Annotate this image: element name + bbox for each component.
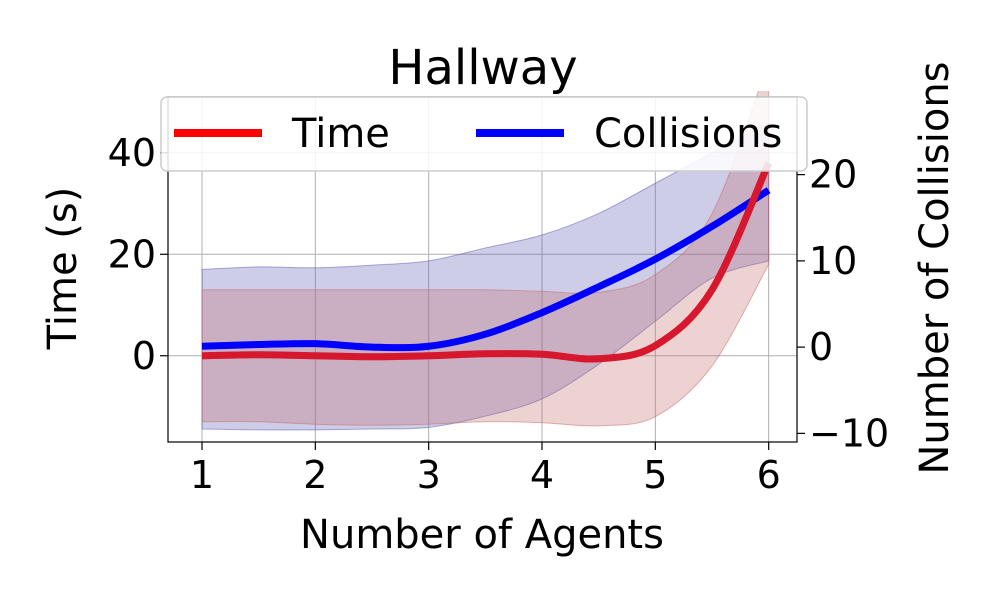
y-right-tick-label-0: −10 xyxy=(809,411,889,455)
y-left-tick-label-2: 40 xyxy=(108,131,156,175)
y-left-tick-label-0: 0 xyxy=(132,334,156,378)
x-axis-label: Number of Agents xyxy=(300,512,664,558)
y-right-tick-label-1: 0 xyxy=(809,325,833,369)
y-left-tick-label-1: 20 xyxy=(108,232,156,276)
y-axis-right-ticks: −10 0 10 20 xyxy=(797,153,889,455)
x-tick-label-4: 5 xyxy=(643,453,667,497)
line-time-band-tint xyxy=(201,161,772,363)
series-lines xyxy=(201,161,772,363)
y-right-tick-label-3: 20 xyxy=(809,153,857,197)
x-tick-label-5: 6 xyxy=(757,453,781,497)
y-axis-left-ticks: 0 20 40 xyxy=(108,131,168,378)
x-axis-ticks: 1 2 3 4 5 6 xyxy=(190,442,781,497)
y-axis-right-label: Number of Collisions xyxy=(912,61,958,474)
x-tick-label-2: 3 xyxy=(417,453,441,497)
line-time xyxy=(201,161,772,363)
x-tick-label-0: 1 xyxy=(190,453,214,497)
y-right-tick-label-2: 10 xyxy=(809,239,857,283)
x-tick-label-1: 2 xyxy=(303,453,327,497)
x-tick-label-3: 4 xyxy=(530,453,554,497)
legend: Time Collisions xyxy=(160,96,808,172)
legend-label-collisions: Collisions xyxy=(594,111,782,157)
legend-label-time: Time xyxy=(291,111,390,157)
line-collisions xyxy=(201,187,771,352)
y-axis-left-label: Time (s) xyxy=(40,187,86,351)
chart-title: Hallway xyxy=(388,40,577,96)
